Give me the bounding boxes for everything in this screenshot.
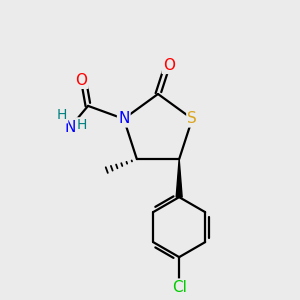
Text: S: S	[188, 111, 197, 126]
Text: H: H	[77, 118, 87, 132]
Text: N: N	[118, 111, 129, 126]
Text: N: N	[64, 120, 76, 135]
Text: O: O	[76, 73, 88, 88]
Text: H: H	[57, 108, 67, 122]
Polygon shape	[176, 159, 182, 197]
Text: O: O	[163, 58, 175, 73]
Text: Cl: Cl	[172, 280, 187, 295]
